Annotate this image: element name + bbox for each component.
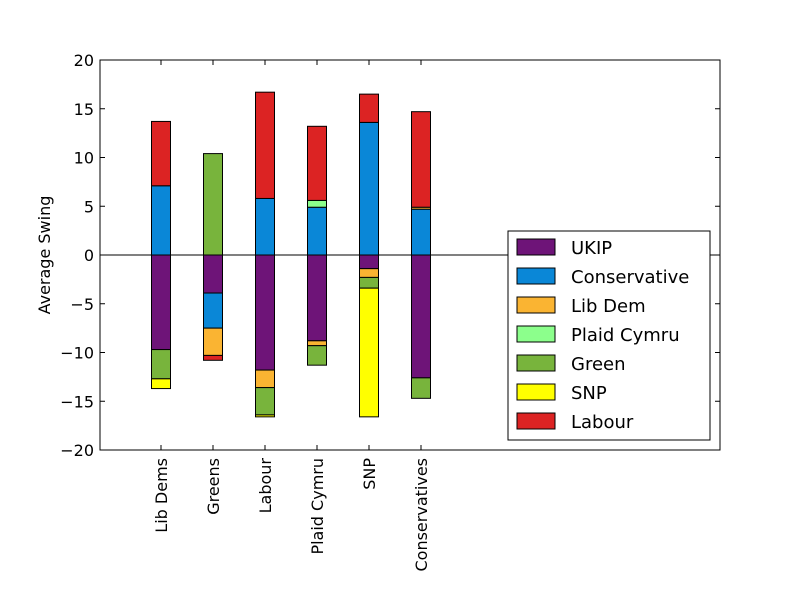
bar-labour-lib-dem: [255, 369, 275, 389]
bar-conservatives-labour: [411, 111, 431, 208]
legend-label-conservative: Conservative: [571, 267, 689, 288]
bar-plaid-cymru-green: [307, 345, 327, 366]
y-axis-label: Average Swing: [35, 196, 54, 315]
y-tick-label: 5: [84, 197, 94, 216]
y-tick-label: 0: [84, 246, 94, 265]
bar-plaid-cymru-conservative: [307, 206, 327, 256]
legend: UKIP Conservative Lib Dem Plaid Cymru Green S…: [507, 230, 711, 441]
legend-label-plaid-cymru: Plaid Cymru: [571, 325, 680, 346]
bar-conservatives-green: [411, 377, 431, 399]
legend-label-ukip: UKIP: [571, 238, 612, 259]
bar-labour-green: [255, 387, 275, 416]
bar-greens-ukip: [203, 254, 223, 294]
bar-conservatives-conservative: [411, 208, 431, 256]
bar-lib-dems-ukip: [151, 254, 171, 351]
x-axis: Lib Dems Greens Labour Plaid Cymru SNP Conser…: [152, 60, 431, 572]
y-tick-label: 15: [74, 100, 94, 119]
bar-plaid-cymru-labour: [307, 125, 327, 201]
y-tick-label: 20: [74, 51, 94, 70]
bar-labour-ukip: [255, 254, 275, 371]
bar-snp-labour: [359, 93, 379, 123]
legend-label-green: Green: [571, 354, 626, 375]
bar-snp-green: [359, 276, 379, 289]
bar-lib-dems-conservative: [151, 185, 171, 256]
bar-plaid-cymru-lib-dem: [307, 340, 327, 347]
bars-layer: [151, 91, 431, 418]
bar-labour-snp: [255, 414, 275, 418]
y-axis: −20 −15 −10 −5 0 5 10 15 20: [60, 51, 720, 460]
x-tick-label-snp: SNP: [360, 458, 379, 490]
legend-swatch-snp: [516, 383, 556, 401]
x-tick-label-plaid-cymru: Plaid Cymru: [308, 458, 327, 555]
bar-greens-labour: [203, 354, 223, 361]
y-tick-label: −5: [70, 295, 94, 314]
bar-greens-green: [203, 153, 223, 256]
bar-conservatives-ukip: [411, 254, 431, 379]
legend-swatch-ukip: [516, 238, 556, 256]
bar-plaid-cymru-plaid-cymru: [307, 199, 327, 208]
bar-plaid-cymru-ukip: [307, 254, 327, 342]
legend-swatch-labour: [516, 412, 556, 430]
y-tick-label: −10: [60, 344, 94, 363]
legend-swatch-green: [516, 354, 556, 372]
legend-label-snp: SNP: [571, 383, 607, 404]
x-tick-label-conservatives: Conservatives: [412, 458, 431, 572]
bar-snp-conservative: [359, 121, 379, 256]
legend-swatch-conservative: [516, 267, 556, 285]
y-tick-label: −20: [60, 441, 94, 460]
bar-greens-lib-dem: [203, 327, 223, 356]
y-tick-label: 10: [74, 149, 94, 168]
x-tick-label-labour: Labour: [256, 458, 275, 514]
x-tick-label-lib-dems: Lib Dems: [152, 458, 171, 533]
bar-lib-dems-labour: [151, 120, 171, 187]
legend-swatch-lib-dem: [516, 296, 556, 314]
legend-label-labour: Labour: [571, 412, 634, 433]
bar-snp-lib-dem: [359, 268, 379, 278]
bar-lib-dems-snp: [151, 378, 171, 390]
y-tick-label: −15: [60, 392, 94, 411]
bar-labour-conservative: [255, 197, 275, 256]
legend-swatch-plaid-cymru: [516, 325, 556, 343]
bar-labour-labour: [255, 91, 275, 199]
x-tick-label-greens: Greens: [204, 458, 223, 515]
legend-label-lib-dem: Lib Dem: [571, 296, 646, 317]
bar-greens-conservative: [203, 292, 223, 329]
bar-snp-snp: [359, 287, 379, 418]
bar-snp-ukip: [359, 254, 379, 270]
bar-lib-dems-green: [151, 349, 171, 380]
